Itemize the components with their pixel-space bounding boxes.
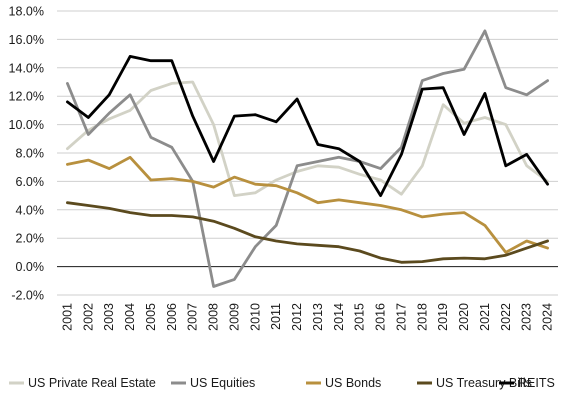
y-tick-label: 0.0% (16, 260, 45, 274)
x-tick-label: 2013 (311, 303, 325, 331)
x-tick-label: 2017 (394, 303, 408, 331)
legend-label-us-bonds: US Bonds (325, 376, 381, 390)
y-axis-tick-labels: -2.0% 0.0% 2.0% 4.0% 6.0% 8.0% 10.0% 12.0% 14.0%… (9, 5, 44, 303)
y-tick-label: 4.0% (16, 203, 45, 217)
y-tick-label: 14.0% (9, 61, 44, 75)
x-tick-label: 2023 (520, 303, 534, 331)
y-tick-label: 10.0% (9, 118, 44, 132)
x-tick-label: 2014 (332, 303, 346, 331)
legend-label-us-private-real-estate: US Private Real Estate (28, 376, 156, 390)
y-tick-label: 16.0% (9, 33, 44, 47)
x-tick-label: 2024 (541, 303, 555, 331)
y-tick-label: -2.0% (11, 289, 44, 303)
x-tick-label: 2021 (478, 303, 492, 331)
x-tick-label: 2009 (227, 303, 241, 331)
x-tick-label: 2022 (499, 303, 513, 331)
x-axis-tick-labels: 2001 2002 2003 2004 2005 2006 2007 2008 2009 2010… (60, 303, 554, 331)
x-tick-label: 2008 (207, 303, 221, 331)
x-tick-label: 2020 (457, 303, 471, 331)
series-lines (66, 29, 549, 288)
x-tick-label: 2019 (436, 303, 450, 331)
x-tick-label: 2012 (290, 303, 304, 331)
x-tick-label: 2002 (81, 303, 95, 331)
y-tick-label: 8.0% (16, 147, 45, 161)
y-tick-label: 12.0% (9, 90, 44, 104)
x-tick-label: 2004 (123, 303, 137, 331)
gridlines (57, 10, 558, 296)
legend: US Private Real Estate US Equities US Bond… (9, 376, 555, 390)
x-tick-label: 2005 (144, 303, 158, 331)
x-tick-label: 2011 (269, 303, 283, 330)
series-line-us-bonds (66, 155, 549, 254)
y-tick-label: 18.0% (9, 5, 44, 19)
x-tick-label: 2007 (186, 303, 200, 331)
x-tick-label: 2018 (415, 303, 429, 331)
legend-label-reits: REITS (518, 376, 555, 390)
series-line-us-treasury-bills (66, 201, 549, 264)
legend-label-us-treasury-bills: US Treasury Bills (436, 376, 532, 390)
y-tick-label: 6.0% (16, 175, 45, 189)
legend-label-us-equities: US Equities (190, 376, 255, 390)
series-line-us-private-real-estate (66, 80, 549, 198)
x-tick-label: 2001 (60, 303, 74, 331)
series-line-us-equities (66, 29, 549, 288)
x-tick-label: 2015 (353, 303, 367, 331)
x-tick-label: 2010 (248, 303, 262, 331)
x-tick-label: 2003 (102, 303, 116, 331)
series-line-reits (66, 55, 549, 198)
y-tick-label: 2.0% (16, 232, 45, 246)
x-tick-label: 2006 (165, 303, 179, 331)
x-tick-label: 2016 (374, 303, 388, 331)
